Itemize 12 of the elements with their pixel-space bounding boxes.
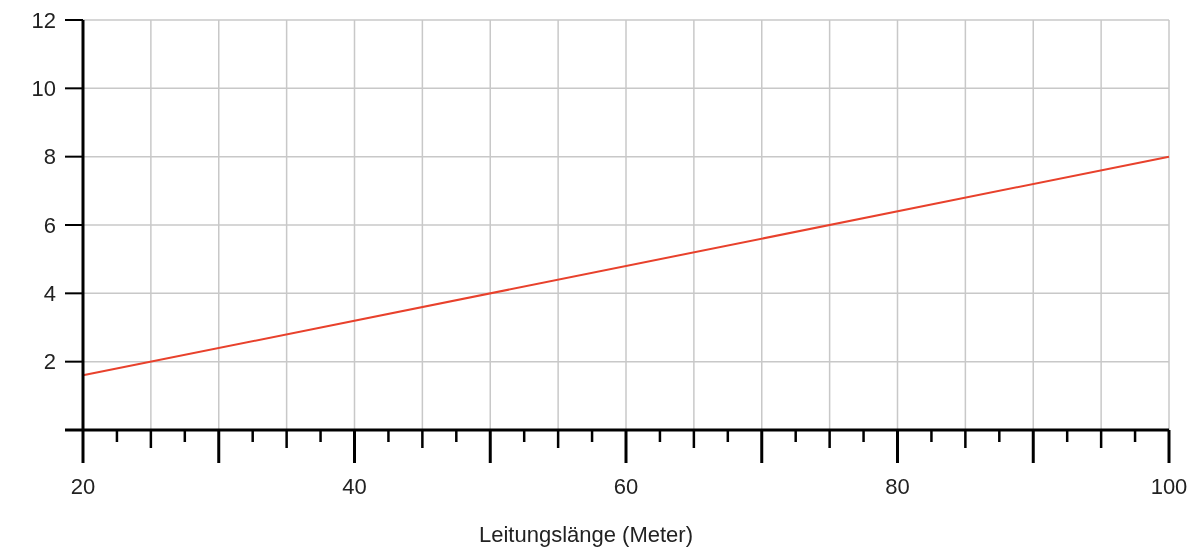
x-tick-label: 40: [342, 474, 367, 499]
y-tick-label: 2: [43, 349, 56, 375]
y-tick-label: 12: [31, 7, 56, 33]
x-tick-label: 60: [613, 474, 639, 499]
y-tick-label: 4: [43, 281, 56, 307]
x-tick-label: 80: [885, 474, 910, 499]
x-tick-label: 20: [70, 474, 96, 499]
x-tick-label: 100: [1150, 474, 1188, 499]
y-tick-label: 10: [31, 76, 56, 102]
x-axis-title: Leitungslänge (Meter): [478, 522, 694, 547]
y-tick-label: 6: [43, 212, 56, 238]
y-tick-label: 8: [43, 144, 56, 170]
